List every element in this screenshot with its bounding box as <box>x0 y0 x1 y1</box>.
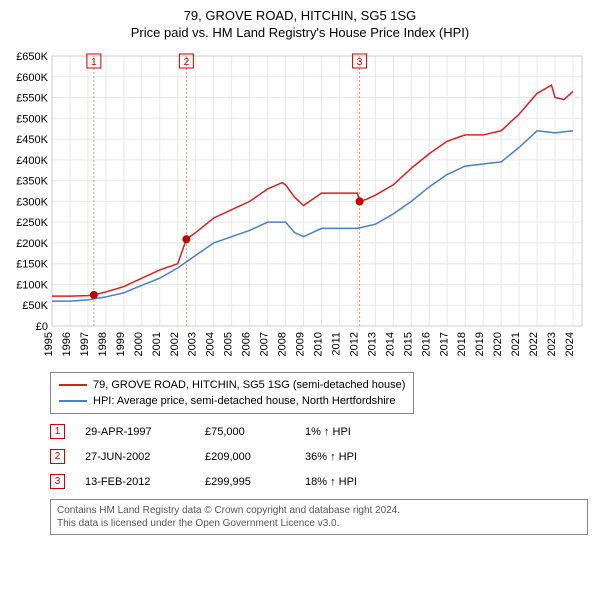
svg-text:2003: 2003 <box>187 332 199 356</box>
svg-text:£650K: £650K <box>16 51 48 63</box>
legend-item-hpi: HPI: Average price, semi-detached house,… <box>59 393 405 409</box>
title-line1: 79, GROVE ROAD, HITCHIN, SG5 1SG <box>8 8 592 23</box>
legend-label-hpi: HPI: Average price, semi-detached house,… <box>93 395 395 407</box>
svg-text:2007: 2007 <box>259 332 271 356</box>
event-price: £209,000 <box>205 451 285 463</box>
event-pct: 36% ↑ HPI <box>305 451 365 463</box>
svg-text:£150K: £150K <box>16 259 48 271</box>
svg-text:1998: 1998 <box>97 332 109 356</box>
events-table: 1 29-APR-1997 £75,000 1% ↑ HPI 2 27-JUN-… <box>50 424 588 489</box>
chart-title-block: 79, GROVE ROAD, HITCHIN, SG5 1SG Price p… <box>8 8 592 40</box>
svg-text:2011: 2011 <box>330 332 342 356</box>
svg-text:2004: 2004 <box>205 332 217 356</box>
svg-text:2008: 2008 <box>277 332 289 356</box>
svg-text:£0: £0 <box>36 321 48 333</box>
event-row: 3 13-FEB-2012 £299,995 18% ↑ HPI <box>50 474 588 489</box>
svg-text:£550K: £550K <box>16 93 48 105</box>
svg-text:£200K: £200K <box>16 238 48 250</box>
license-notice: Contains HM Land Registry data © Crown c… <box>50 499 588 535</box>
svg-text:2018: 2018 <box>456 332 468 356</box>
svg-text:2000: 2000 <box>133 332 145 356</box>
svg-text:2010: 2010 <box>312 332 324 356</box>
legend-item-property: 79, GROVE ROAD, HITCHIN, SG5 1SG (semi-d… <box>59 377 405 393</box>
svg-text:2002: 2002 <box>169 332 181 356</box>
svg-text:2014: 2014 <box>384 332 396 356</box>
svg-text:£450K: £450K <box>16 134 48 146</box>
event-marker-1: 1 <box>50 424 65 439</box>
svg-text:2: 2 <box>184 57 190 68</box>
svg-text:2015: 2015 <box>402 332 414 356</box>
svg-text:£50K: £50K <box>22 300 48 312</box>
event-date: 27-JUN-2002 <box>85 451 185 463</box>
svg-text:1996: 1996 <box>61 332 73 356</box>
svg-text:2023: 2023 <box>546 332 558 356</box>
svg-text:£600K: £600K <box>16 72 48 84</box>
license-line2: This data is licensed under the Open Gov… <box>57 517 581 530</box>
event-price: £75,000 <box>205 426 285 438</box>
legend-swatch-property <box>59 384 87 386</box>
event-marker-3: 3 <box>50 474 65 489</box>
svg-text:2006: 2006 <box>241 332 253 356</box>
svg-text:2022: 2022 <box>528 332 540 356</box>
svg-text:1999: 1999 <box>115 332 127 356</box>
svg-text:2005: 2005 <box>223 332 235 356</box>
svg-text:2024: 2024 <box>564 332 576 356</box>
svg-text:£300K: £300K <box>16 196 48 208</box>
event-row: 1 29-APR-1997 £75,000 1% ↑ HPI <box>50 424 588 439</box>
svg-text:£350K: £350K <box>16 176 48 188</box>
svg-text:2021: 2021 <box>510 332 522 356</box>
svg-text:1997: 1997 <box>79 332 91 356</box>
svg-text:2012: 2012 <box>348 332 360 356</box>
legend: 79, GROVE ROAD, HITCHIN, SG5 1SG (semi-d… <box>50 372 414 414</box>
svg-text:2017: 2017 <box>438 332 450 356</box>
event-row: 2 27-JUN-2002 £209,000 36% ↑ HPI <box>50 449 588 464</box>
legend-label-property: 79, GROVE ROAD, HITCHIN, SG5 1SG (semi-d… <box>93 379 405 391</box>
svg-text:£500K: £500K <box>16 113 48 125</box>
svg-text:2009: 2009 <box>295 332 307 356</box>
svg-text:£250K: £250K <box>16 217 48 229</box>
svg-text:£100K: £100K <box>16 279 48 291</box>
title-line2: Price paid vs. HM Land Registry's House … <box>8 25 592 40</box>
svg-text:2001: 2001 <box>151 332 163 356</box>
license-line1: Contains HM Land Registry data © Crown c… <box>57 504 581 517</box>
svg-text:2019: 2019 <box>474 332 486 356</box>
event-price: £299,995 <box>205 476 285 488</box>
event-pct: 18% ↑ HPI <box>305 476 365 488</box>
legend-swatch-hpi <box>59 400 87 402</box>
svg-text:£400K: £400K <box>16 155 48 167</box>
event-pct: 1% ↑ HPI <box>305 426 365 438</box>
event-marker-2: 2 <box>50 449 65 464</box>
svg-text:3: 3 <box>357 57 363 68</box>
svg-text:2013: 2013 <box>366 332 378 356</box>
event-date: 13-FEB-2012 <box>85 476 185 488</box>
event-date: 29-APR-1997 <box>85 426 185 438</box>
svg-text:1995: 1995 <box>43 332 55 356</box>
svg-text:2020: 2020 <box>492 332 504 356</box>
svg-text:1: 1 <box>91 57 97 68</box>
svg-text:2016: 2016 <box>420 332 432 356</box>
price-chart: £0 £50K £100K £150K £200K £250K £300K £350K £400… <box>8 46 592 366</box>
chart-container: £0 £50K £100K £150K £200K £250K £300K £350K £400… <box>8 46 592 366</box>
